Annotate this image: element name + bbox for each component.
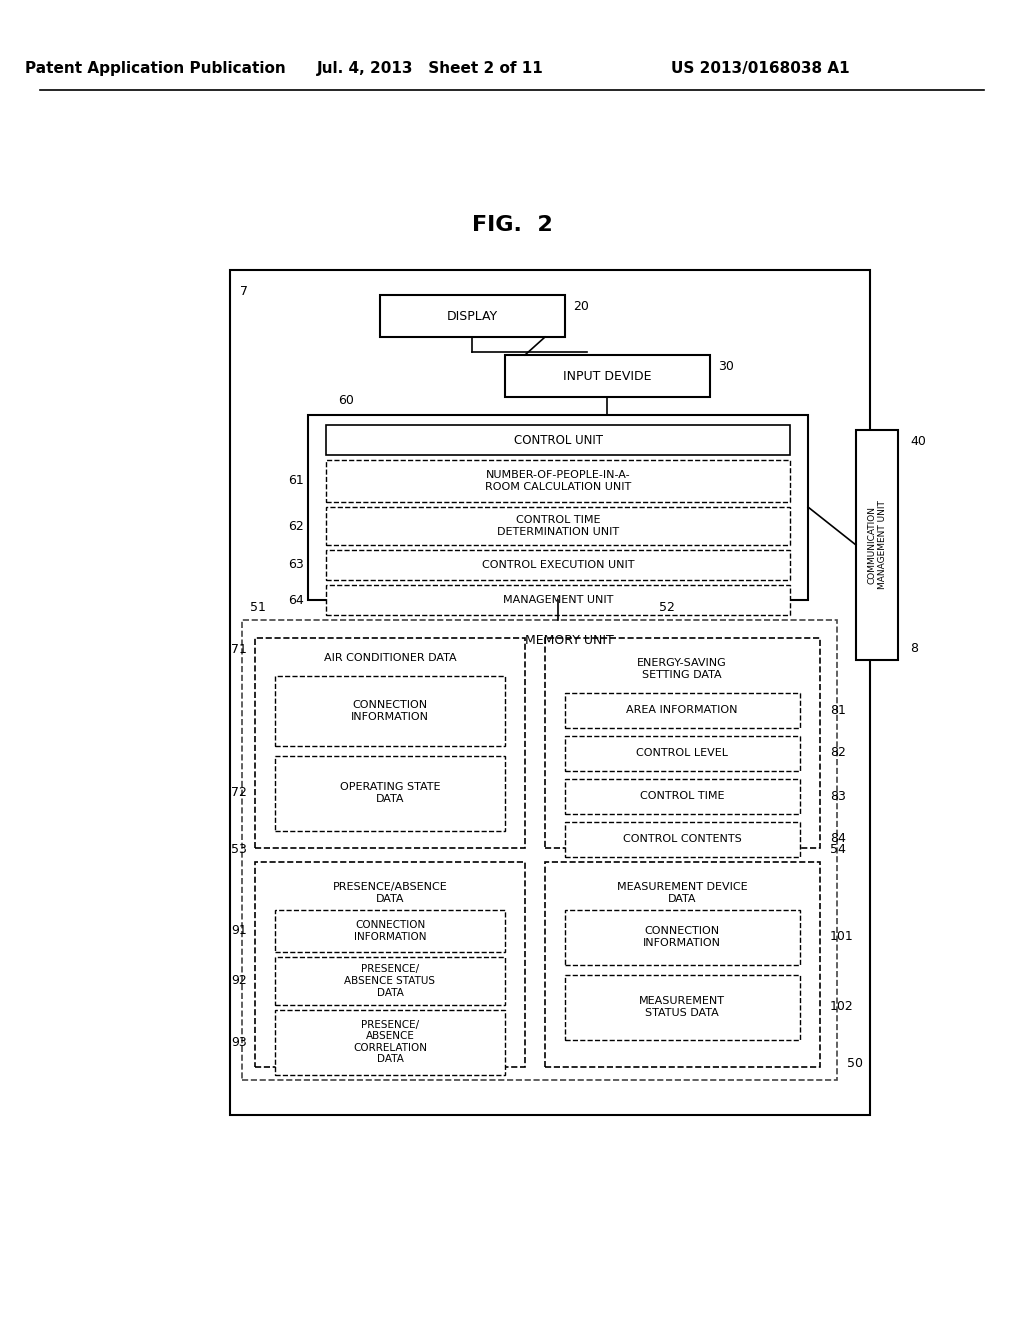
Text: MEASUREMENT DEVICE
DATA: MEASUREMENT DEVICE DATA bbox=[616, 882, 748, 904]
Text: 53: 53 bbox=[231, 843, 247, 855]
Text: 101: 101 bbox=[830, 931, 854, 944]
Bar bbox=[242, 620, 837, 1080]
Text: OPERATING STATE
DATA: OPERATING STATE DATA bbox=[340, 783, 440, 804]
Text: 7: 7 bbox=[240, 285, 248, 298]
Text: 54: 54 bbox=[830, 843, 846, 855]
Text: 71: 71 bbox=[231, 643, 247, 656]
Bar bbox=[275, 1010, 505, 1074]
Bar bbox=[565, 693, 800, 729]
Text: ENERGY-SAVING
SETTING DATA: ENERGY-SAVING SETTING DATA bbox=[637, 657, 727, 680]
Text: Patent Application Publication: Patent Application Publication bbox=[25, 61, 286, 75]
Text: 84: 84 bbox=[830, 833, 846, 846]
Text: PRESENCE/
ABSENCE
CORRELATION
DATA: PRESENCE/ ABSENCE CORRELATION DATA bbox=[353, 1019, 427, 1064]
Text: FIG.  2: FIG. 2 bbox=[472, 215, 552, 235]
Bar bbox=[275, 957, 505, 1005]
Bar bbox=[505, 355, 710, 397]
Text: COMMUNICATION
MANAGEMENT UNIT: COMMUNICATION MANAGEMENT UNIT bbox=[867, 500, 887, 590]
Text: CONNECTION
INFORMATION: CONNECTION INFORMATION bbox=[353, 920, 426, 941]
Text: CONNECTION
INFORMATION: CONNECTION INFORMATION bbox=[643, 927, 721, 948]
Text: 40: 40 bbox=[910, 436, 926, 447]
Text: NUMBER-OF-PEOPLE-IN-A-
ROOM CALCULATION UNIT: NUMBER-OF-PEOPLE-IN-A- ROOM CALCULATION … bbox=[485, 470, 631, 492]
Bar bbox=[275, 676, 505, 746]
Text: AREA INFORMATION: AREA INFORMATION bbox=[627, 705, 737, 715]
Text: 8: 8 bbox=[910, 642, 918, 655]
Text: 92: 92 bbox=[231, 974, 247, 987]
Text: 61: 61 bbox=[288, 474, 304, 487]
Bar bbox=[565, 909, 800, 965]
Text: 63: 63 bbox=[288, 558, 304, 572]
Text: MEMORY UNIT: MEMORY UNIT bbox=[525, 634, 613, 647]
Bar bbox=[565, 975, 800, 1040]
Bar bbox=[565, 822, 800, 857]
Bar bbox=[565, 737, 800, 771]
Text: CONTROL TIME
DETERMINATION UNIT: CONTROL TIME DETERMINATION UNIT bbox=[497, 515, 620, 537]
Text: 60: 60 bbox=[338, 393, 354, 407]
Text: 30: 30 bbox=[718, 360, 734, 374]
Text: 64: 64 bbox=[288, 594, 304, 606]
Bar bbox=[326, 507, 790, 545]
Text: 51: 51 bbox=[250, 601, 266, 614]
Text: Jul. 4, 2013   Sheet 2 of 11: Jul. 4, 2013 Sheet 2 of 11 bbox=[316, 61, 544, 75]
Bar bbox=[255, 862, 525, 1067]
Bar bbox=[545, 862, 820, 1067]
Text: 52: 52 bbox=[658, 601, 675, 614]
Text: 20: 20 bbox=[573, 300, 589, 313]
Bar bbox=[255, 638, 525, 847]
Text: 93: 93 bbox=[231, 1035, 247, 1048]
Text: 83: 83 bbox=[830, 789, 846, 803]
Text: DISPLAY: DISPLAY bbox=[446, 309, 498, 322]
Bar bbox=[856, 430, 898, 660]
Text: PRESENCE/ABSENCE
DATA: PRESENCE/ABSENCE DATA bbox=[333, 882, 447, 904]
Bar bbox=[565, 779, 800, 814]
Text: MEASUREMENT
STATUS DATA: MEASUREMENT STATUS DATA bbox=[639, 997, 725, 1018]
Text: 91: 91 bbox=[231, 924, 247, 937]
Text: MANAGEMENT UNIT: MANAGEMENT UNIT bbox=[503, 595, 613, 605]
Text: 81: 81 bbox=[830, 704, 846, 717]
Text: INPUT DEVIDE: INPUT DEVIDE bbox=[563, 370, 651, 383]
Bar bbox=[326, 550, 790, 579]
Text: 82: 82 bbox=[830, 747, 846, 759]
Text: 72: 72 bbox=[231, 787, 247, 800]
Text: PRESENCE/
ABSENCE STATUS
DATA: PRESENCE/ ABSENCE STATUS DATA bbox=[344, 965, 435, 998]
Bar bbox=[308, 414, 808, 601]
Text: CONTROL LEVEL: CONTROL LEVEL bbox=[636, 748, 728, 758]
Bar bbox=[545, 638, 820, 847]
Text: CONNECTION
INFORMATION: CONNECTION INFORMATION bbox=[351, 700, 429, 722]
Text: 62: 62 bbox=[288, 520, 304, 532]
Text: CONTROL CONTENTS: CONTROL CONTENTS bbox=[623, 834, 741, 843]
Bar bbox=[275, 909, 505, 952]
Text: 50: 50 bbox=[847, 1057, 863, 1071]
Bar bbox=[230, 271, 870, 1115]
Bar bbox=[275, 756, 505, 832]
Text: CONTROL UNIT: CONTROL UNIT bbox=[513, 433, 602, 446]
Bar bbox=[326, 585, 790, 615]
Text: AIR CONDITIONER DATA: AIR CONDITIONER DATA bbox=[324, 653, 457, 663]
Text: CONTROL TIME: CONTROL TIME bbox=[640, 791, 724, 801]
Text: CONTROL EXECUTION UNIT: CONTROL EXECUTION UNIT bbox=[481, 560, 634, 570]
Bar bbox=[380, 294, 565, 337]
Bar bbox=[326, 425, 790, 455]
Text: 102: 102 bbox=[830, 1001, 854, 1014]
Bar bbox=[326, 459, 790, 502]
Text: US 2013/0168038 A1: US 2013/0168038 A1 bbox=[671, 61, 849, 75]
